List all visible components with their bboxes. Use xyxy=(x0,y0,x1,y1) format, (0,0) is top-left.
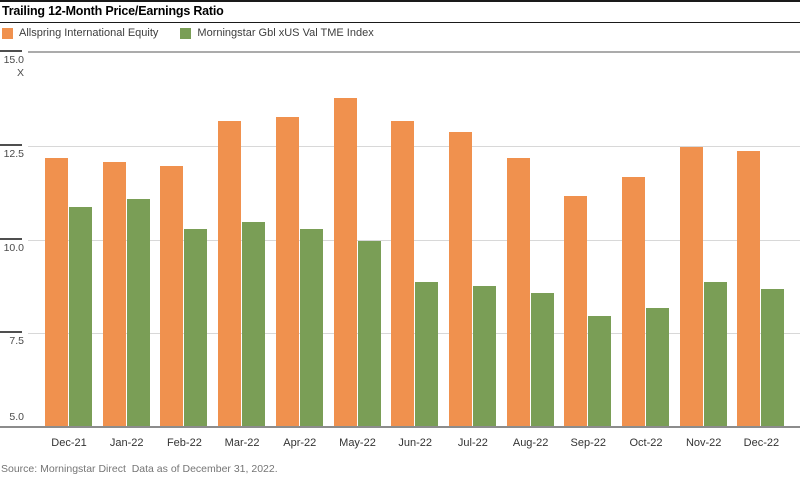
fund-legend-swatch-icon xyxy=(2,27,13,39)
index-legend-swatch-icon xyxy=(180,27,192,39)
bar-fund-mar-22 xyxy=(218,120,242,428)
plot-area xyxy=(28,51,800,428)
legend-item-index: Morningstar Gbl xUS Val TME Index xyxy=(180,27,374,39)
x-axis-label-mar-22: Mar-22 xyxy=(224,437,260,449)
x-axis-label-dec-22: Dec-22 xyxy=(743,437,780,449)
x-axis-baseline xyxy=(0,426,800,428)
x-axis-label-jun-22: Jun-22 xyxy=(398,437,433,449)
bar-fund-feb-22 xyxy=(160,165,184,428)
x-axis-label-nov-22: Nov-22 xyxy=(685,437,722,449)
bar-index-aug-22 xyxy=(530,293,554,428)
title-divider xyxy=(0,22,800,23)
bar-fund-aug-22 xyxy=(506,158,530,428)
bar-fund-dec-22 xyxy=(737,150,761,428)
bar-fund-sep-22 xyxy=(564,195,588,428)
legend-item-fund-label: Allspring International Equity xyxy=(19,27,159,39)
bar-index-dec-22 xyxy=(761,289,785,428)
bar-index-dec-21 xyxy=(69,206,92,428)
bar-fund-may-22 xyxy=(333,98,357,428)
y-axis-label-5: 5.0 xyxy=(9,411,24,423)
x-axis-label-jan-22: Jan-22 xyxy=(109,437,144,449)
bar-index-apr-22 xyxy=(299,229,323,428)
legend-item-index-label: Morningstar Gbl xUS Val TME Index xyxy=(197,27,374,39)
x-axis-label-sep-22: Sep-22 xyxy=(570,437,607,449)
bar-index-feb-22 xyxy=(184,229,208,428)
bar-index-jun-22 xyxy=(415,281,439,428)
bar-index-jul-22 xyxy=(472,285,496,428)
x-axis-label-apr-22: Apr-22 xyxy=(283,437,317,449)
y-axis-tick-15 xyxy=(0,50,22,52)
x-axis-label-dec-21: Dec-21 xyxy=(51,437,87,449)
bar-fund-nov-22 xyxy=(679,146,703,428)
bar-fund-jul-22 xyxy=(448,131,472,428)
x-axis-label-jul-22: Jul-22 xyxy=(457,437,488,449)
bar-fund-dec-21 xyxy=(45,158,68,428)
y-axis-label-12.5: 12.5 xyxy=(3,147,24,160)
y-axis-unit-label: X xyxy=(16,67,24,79)
bar-index-sep-22 xyxy=(588,315,612,428)
chart-title: Trailing 12-Month Price/Earnings Ratio xyxy=(2,4,224,18)
y-axis-tick-7.5 xyxy=(0,331,22,334)
top-divider xyxy=(0,0,800,2)
y-axis-label-7.5: 7.5 xyxy=(9,335,24,348)
bar-index-may-22 xyxy=(357,240,381,428)
bar-fund-oct-22 xyxy=(622,176,645,428)
y-axis-tick-12.5 xyxy=(0,143,22,146)
bar-index-oct-22 xyxy=(646,308,669,428)
chart-legend: Allspring International Equity Morningst… xyxy=(2,27,374,39)
y-axis-label-15: 15.0 xyxy=(3,54,24,66)
source-note: Source: Morningstar Direct Data as of De… xyxy=(1,463,278,475)
bar-index-jan-22 xyxy=(126,199,150,428)
bar-fund-jan-22 xyxy=(102,161,126,428)
y-axis-label-10: 10.0 xyxy=(3,241,24,254)
x-axis-label-feb-22: Feb-22 xyxy=(166,437,202,449)
x-axis-label-aug-22: Aug-22 xyxy=(512,437,549,449)
y-axis-tick-10 xyxy=(0,237,22,240)
bar-index-nov-22 xyxy=(703,281,727,428)
legend-item-fund: Allspring International Equity xyxy=(2,27,158,39)
bar-fund-jun-22 xyxy=(391,120,415,428)
x-axis-label-may-22: May-22 xyxy=(339,437,376,449)
x-axis-label-oct-22: Oct-22 xyxy=(629,437,663,449)
bar-fund-apr-22 xyxy=(275,116,299,428)
bar-index-mar-22 xyxy=(242,221,266,428)
